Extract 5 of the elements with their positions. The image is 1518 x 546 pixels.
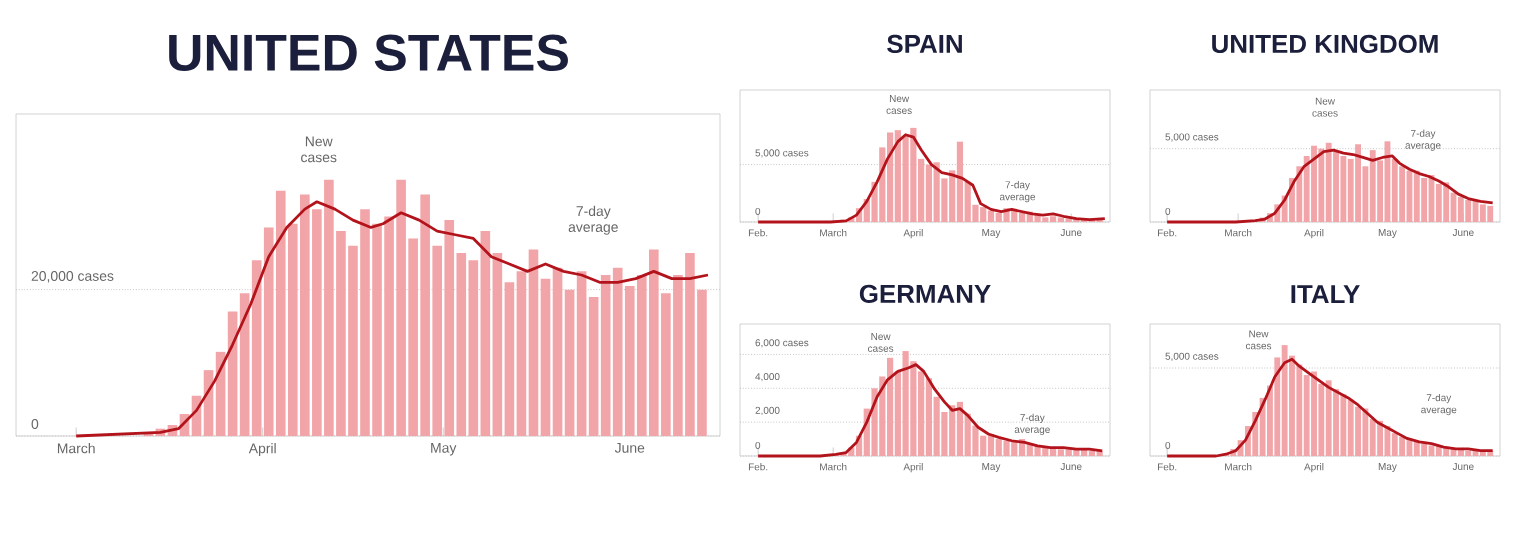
- chart-title: UNITED STATES: [169, 34, 568, 72]
- chart-title: UNITED KINGDOM: [1212, 34, 1438, 54]
- chart-title: GERMANY: [859, 284, 991, 304]
- chart-title: SPAIN: [887, 34, 962, 54]
- chart-title: ITALY: [1291, 285, 1360, 304]
